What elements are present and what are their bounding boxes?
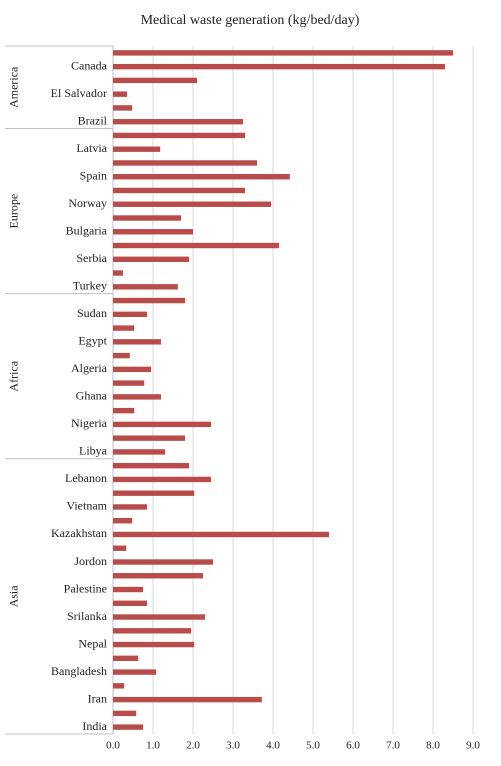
bar bbox=[113, 586, 143, 593]
y-tick-label: El Salvador bbox=[51, 86, 107, 100]
group-label: Europe bbox=[7, 194, 21, 229]
bar bbox=[113, 352, 130, 359]
bar bbox=[113, 187, 245, 194]
y-tick-label: India bbox=[82, 719, 107, 733]
bar bbox=[113, 614, 205, 620]
bar bbox=[113, 366, 151, 373]
y-tick-label: Brazil bbox=[78, 113, 108, 127]
x-tick-label: 6.0 bbox=[346, 740, 360, 752]
y-tick-label: Jordon bbox=[74, 554, 107, 568]
y-tick-label: Spain bbox=[80, 168, 107, 182]
bar bbox=[113, 325, 135, 331]
bar bbox=[113, 531, 329, 538]
bar bbox=[113, 435, 185, 441]
y-tick-label: Turkey bbox=[73, 279, 107, 293]
y-tick-label: Srilanka bbox=[67, 609, 108, 623]
chart-title: Medical waste generation (kg/bed/day) bbox=[141, 13, 360, 28]
y-tick-label: Sudan bbox=[77, 306, 107, 320]
y-tick-label: Algeria bbox=[71, 361, 108, 375]
x-tick-label: 5.0 bbox=[306, 740, 320, 752]
y-tick-label: Nigeria bbox=[71, 416, 108, 430]
y-tick-label: Libya bbox=[79, 444, 108, 458]
bar bbox=[113, 160, 257, 166]
bar bbox=[113, 545, 127, 551]
x-tick-label: 1.0 bbox=[146, 740, 160, 752]
y-tick-label: Norway bbox=[68, 196, 107, 210]
bar bbox=[113, 573, 203, 579]
y-tick-label: Ghana bbox=[76, 389, 108, 403]
y-tick-label: Iran bbox=[88, 691, 107, 705]
bar bbox=[113, 683, 125, 689]
bar bbox=[113, 600, 147, 606]
x-tick-label: 9.0 bbox=[466, 740, 480, 752]
y-tick-label: Bangladesh bbox=[51, 664, 107, 678]
x-tick-label: 2.0 bbox=[186, 740, 200, 752]
x-tick-label: 3.0 bbox=[226, 740, 240, 752]
bar bbox=[113, 311, 147, 318]
x-tick-label: 7.0 bbox=[386, 740, 400, 752]
y-tick-label: Serbia bbox=[76, 251, 107, 265]
bar bbox=[113, 710, 137, 717]
bar bbox=[113, 449, 165, 455]
bar bbox=[113, 462, 189, 469]
y-tick-label: Nepal bbox=[78, 636, 107, 650]
y-tick-label: Latvia bbox=[76, 141, 107, 155]
bar bbox=[113, 105, 133, 111]
bar bbox=[113, 518, 133, 524]
y-tick-label: Lebanon bbox=[65, 471, 107, 485]
bar bbox=[113, 284, 178, 290]
bar bbox=[113, 696, 262, 703]
bar bbox=[113, 215, 181, 221]
bar bbox=[113, 146, 161, 152]
bar bbox=[113, 242, 279, 249]
bar bbox=[113, 297, 185, 304]
bar bbox=[113, 132, 245, 139]
bar bbox=[113, 77, 197, 84]
bar bbox=[113, 476, 211, 483]
group-label: America bbox=[7, 66, 21, 108]
bar bbox=[113, 394, 161, 400]
bar bbox=[113, 63, 445, 70]
bar bbox=[113, 421, 211, 428]
bar bbox=[113, 50, 453, 56]
bar bbox=[113, 339, 161, 345]
y-tick-label: Egypt bbox=[78, 334, 107, 348]
bar bbox=[113, 490, 195, 496]
bar bbox=[113, 118, 243, 125]
x-tick-label: 4.0 bbox=[266, 740, 280, 752]
bar bbox=[113, 559, 213, 565]
bar bbox=[113, 504, 147, 510]
bar bbox=[113, 91, 127, 97]
bar bbox=[113, 201, 271, 207]
x-tick-label: 8.0 bbox=[426, 740, 440, 752]
bar bbox=[113, 641, 195, 648]
bar bbox=[113, 174, 290, 180]
group-label: Asia bbox=[7, 585, 21, 608]
bar bbox=[113, 380, 145, 386]
bar bbox=[113, 229, 193, 235]
y-tick-label: Vietnam bbox=[66, 499, 107, 513]
bar bbox=[113, 256, 189, 262]
y-tick-label: Bulgaria bbox=[66, 224, 108, 238]
group-label: Africa bbox=[7, 360, 21, 391]
bar bbox=[113, 655, 139, 662]
bar bbox=[113, 628, 191, 634]
y-tick-label: Canada bbox=[71, 58, 108, 72]
x-tick-label: 0.0 bbox=[106, 740, 120, 752]
bar bbox=[113, 407, 135, 414]
bar bbox=[113, 270, 123, 276]
bar bbox=[113, 669, 157, 675]
y-tick-label: Kazakhstan bbox=[51, 526, 107, 540]
bar bbox=[113, 724, 143, 730]
y-tick-label: Palestine bbox=[64, 581, 107, 595]
